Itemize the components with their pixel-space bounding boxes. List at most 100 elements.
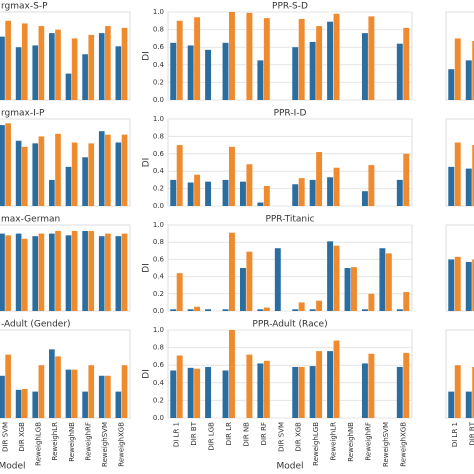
bar [298,366,305,418]
bar [448,391,455,418]
x-tick-label: DI LR 1 [173,422,181,447]
bar [32,45,39,100]
bar [385,253,392,311]
bar [465,391,472,418]
bar [368,293,375,311]
bar [115,142,122,206]
bar [38,233,45,311]
x-tick-label: ReweighSVM [101,422,109,467]
bar [396,309,403,311]
bar [327,21,334,100]
bar [292,309,299,311]
bar [105,375,111,418]
bar [0,36,5,100]
bar [115,236,122,311]
bar [187,309,194,311]
bar [38,26,45,100]
bar [263,307,270,311]
bar [32,143,39,206]
bar [246,354,253,418]
x-tick-label: ReweighLR [51,422,59,461]
y-tick-label: 0.8 [153,344,164,352]
subplot-title: PPR-S-D [272,2,308,12]
bar [49,349,55,418]
bar [88,365,95,418]
bar [38,365,45,418]
subplot-title: PPR-I-D [274,109,307,119]
bar [15,140,22,206]
y-axis-label: DI [142,263,152,273]
bar [454,142,461,206]
y-tick-label: 0.0 [153,414,164,422]
y-tick-label: 0.2 [153,78,164,86]
bar [403,27,410,101]
bar [21,238,28,311]
y-tick-label: 0.8 [153,132,164,140]
bar [263,360,270,418]
bar [194,17,201,101]
bar [222,309,229,311]
bar [176,20,183,100]
bar [292,366,299,418]
y-tick-label: 0.6 [153,150,165,158]
bar [229,146,235,206]
x-tick-label: ReweighRF [364,422,372,461]
bar [292,184,299,206]
bar [205,366,212,418]
x-tick-label: ReweighLGB [312,422,320,466]
bar [98,33,105,101]
bar [246,251,253,311]
bar [98,131,105,206]
bar [379,248,386,311]
bar [55,356,61,418]
bar [115,391,122,418]
bar [309,309,316,311]
bar [71,38,78,100]
bar [298,302,305,311]
x-tick-label: DIR LR [225,422,233,445]
bar [298,178,305,206]
bar [170,370,177,418]
bar [368,165,375,206]
bar [448,69,455,100]
x-tick-label: DIR BT [190,421,198,445]
bar [49,233,55,311]
bar [65,369,72,418]
bar [403,153,410,206]
bar [121,27,128,101]
x-tick-label: DIR XGB [18,422,26,452]
bar [361,363,368,418]
bar [239,268,246,311]
x-tick-label: DIR SVM [277,422,285,452]
bar [32,391,39,418]
bar [88,231,95,311]
y-tick-label: 0.8 [153,238,164,246]
y-tick-label: 1.0 [153,8,164,16]
bar [98,375,105,418]
bar [5,354,11,418]
bar [194,368,201,418]
x-tick-label: DIR RF [260,422,268,445]
bar [257,309,264,311]
plot-area [167,11,413,101]
bar [0,375,5,418]
bar [448,166,455,206]
x-tick-label: ReweighLR [330,422,338,461]
x-tick-label: ReweighSVM [382,422,390,467]
y-tick-label: 0.0 [153,202,164,210]
bar [327,351,334,418]
bar [88,34,95,100]
bar [327,177,334,206]
bar [21,388,28,418]
bar [21,146,28,206]
bar [472,145,474,206]
y-tick-label: 0.4 [153,273,165,281]
bar [263,18,270,100]
bar [257,363,264,418]
bar [187,367,194,418]
bar [170,179,177,206]
bar [465,60,472,100]
y-axis-label: DI [142,369,152,379]
bar [105,26,111,100]
bar [82,391,88,418]
